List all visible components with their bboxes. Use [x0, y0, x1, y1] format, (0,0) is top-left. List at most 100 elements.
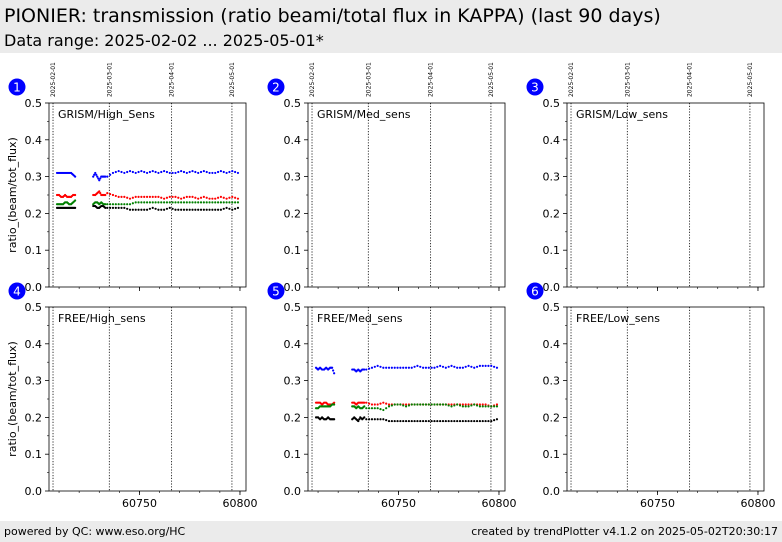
- panel-1-data-point: [120, 170, 123, 174]
- panel-5-data-point: [382, 401, 385, 404]
- panel-5-data-point: [427, 366, 430, 369]
- panel-5-data-point: [481, 364, 484, 367]
- panel-1-data-point: [93, 173, 96, 176]
- panel-1-data-point: [154, 195, 157, 198]
- panel-2-axes-frame: [307, 102, 506, 288]
- panel-1-data-point: [182, 196, 186, 199]
- panel-1-data-point: [98, 179, 101, 182]
- panel-5-data-point: [399, 366, 402, 369]
- panel-1-data-point: [216, 201, 220, 204]
- panel-5-data-point: [387, 405, 391, 408]
- panel-1-data-point: [145, 195, 149, 198]
- panel-1-data-point: [219, 169, 223, 173]
- panel-4-xtick-label: 60800: [222, 497, 257, 510]
- panel-1-data-point: [151, 201, 154, 204]
- panel-4-ytick-label: 0.4: [25, 338, 43, 351]
- panel-1-data-point: [197, 201, 200, 204]
- panel-5-data-point: [368, 402, 371, 405]
- panel-1-data-point: [205, 196, 208, 199]
- panel-1-data-point: [180, 201, 183, 204]
- panel-5-data-point: [363, 368, 366, 371]
- panel-2-ytick-label: 0.0: [284, 281, 302, 294]
- panel-1-data-point: [114, 203, 117, 206]
- panel-2-badge-number: 2: [272, 81, 280, 95]
- panel-5-data-point: [396, 419, 399, 423]
- panel-5-ytick-label: 0.3: [284, 375, 302, 388]
- panel-4-xtick-label: 60750: [122, 497, 157, 510]
- panel-5-data-point: [484, 419, 487, 423]
- panel-3-date-label: 2025-04-01: [687, 62, 694, 97]
- panel-5-data-point: [447, 404, 450, 407]
- panel-5-data-point: [433, 403, 436, 406]
- panel-5-data-point: [478, 405, 482, 408]
- panel-5-data-point: [376, 364, 379, 367]
- panel-5-data-point: [382, 408, 385, 412]
- panel-1-data-point: [194, 208, 197, 211]
- panel-5-xtick-label: 60750: [381, 497, 416, 510]
- panel-5-data-point: [430, 403, 433, 406]
- panel-5-data-point: [453, 419, 456, 423]
- panel-1-data-point: [199, 201, 203, 204]
- panel-1-data-point: [117, 203, 120, 206]
- panel-1-data-point: [180, 208, 183, 211]
- panel-5-data-point: [495, 366, 499, 369]
- panel-6-xtick-label: 60750: [640, 497, 675, 510]
- panel-1-data-point: [188, 201, 191, 204]
- panel-4-badge-number: 4: [13, 285, 21, 299]
- panel-1-data-point: [214, 208, 217, 211]
- panel-5-data-point: [467, 364, 470, 367]
- panel-1-data-point: [171, 201, 174, 204]
- panel-1-data-point: [151, 169, 154, 173]
- panel-1-data-point: [191, 201, 194, 204]
- panel-1-data-point: [234, 207, 237, 210]
- panel-5-data-point: [487, 405, 490, 408]
- panel-4-badge: [8, 282, 26, 300]
- panel-1-data-point: [191, 169, 194, 173]
- panel-1-data-point: [106, 203, 109, 206]
- panel-6-badge-number: 6: [531, 285, 539, 299]
- panel-1-data-point: [168, 201, 171, 204]
- panel-1-data-point: [216, 170, 220, 174]
- panel-1-data-point: [177, 201, 180, 204]
- panel-1-data-point: [216, 208, 220, 211]
- panel-5-data-point: [365, 368, 368, 371]
- panel-5-badge: [267, 282, 285, 300]
- panel-1-data-point: [114, 170, 117, 174]
- panel-5-data-point: [441, 403, 445, 406]
- panel-5-data-point: [495, 405, 499, 408]
- panel-1-data-point: [177, 170, 180, 174]
- panel-1-data-point: [231, 195, 234, 198]
- panel-1-data-point: [199, 170, 203, 174]
- panel-1-data-point: [222, 170, 225, 174]
- panel-1-data-point: [208, 208, 211, 211]
- panel-5-data-point: [357, 419, 360, 423]
- panel-5-data-point: [413, 419, 416, 423]
- panel-1-data-point: [137, 208, 140, 211]
- panel-3-ytick-label: 0.1: [543, 244, 561, 257]
- panel-1-data-point: [194, 201, 197, 204]
- panel-5-data-point: [484, 405, 487, 408]
- panel-5-data-point: [478, 364, 482, 367]
- panel-5-data-point: [490, 405, 493, 408]
- panel-6-ytick-label: 0.4: [543, 338, 561, 351]
- panel-1-data-point: [109, 173, 112, 176]
- panel-2-date-label: 2025-04-01: [428, 62, 435, 97]
- panel-1-data-point: [111, 203, 115, 206]
- panel-1-data-point: [160, 170, 163, 174]
- panel-1-data-point: [157, 208, 160, 211]
- panel-1-data-point: [202, 195, 205, 198]
- panel-5-data-point: [450, 405, 453, 408]
- panel-1-data-point: [185, 195, 188, 198]
- panel-1-data-point: [182, 170, 186, 174]
- panel-5-data-point: [475, 404, 479, 407]
- panel-2-date-label: 2025-03-01: [365, 62, 372, 97]
- panel-1-data-point: [234, 196, 237, 199]
- panel-5-data-point: [390, 419, 393, 423]
- panel-5-data-point: [368, 407, 371, 410]
- panel-1-data-point: [140, 195, 143, 198]
- panel-5-data-point: [424, 366, 428, 369]
- panel-1-data-point: [174, 208, 177, 211]
- panel-1-date-label: 2025-05-01: [229, 62, 236, 97]
- panel-1-data-point: [211, 197, 214, 200]
